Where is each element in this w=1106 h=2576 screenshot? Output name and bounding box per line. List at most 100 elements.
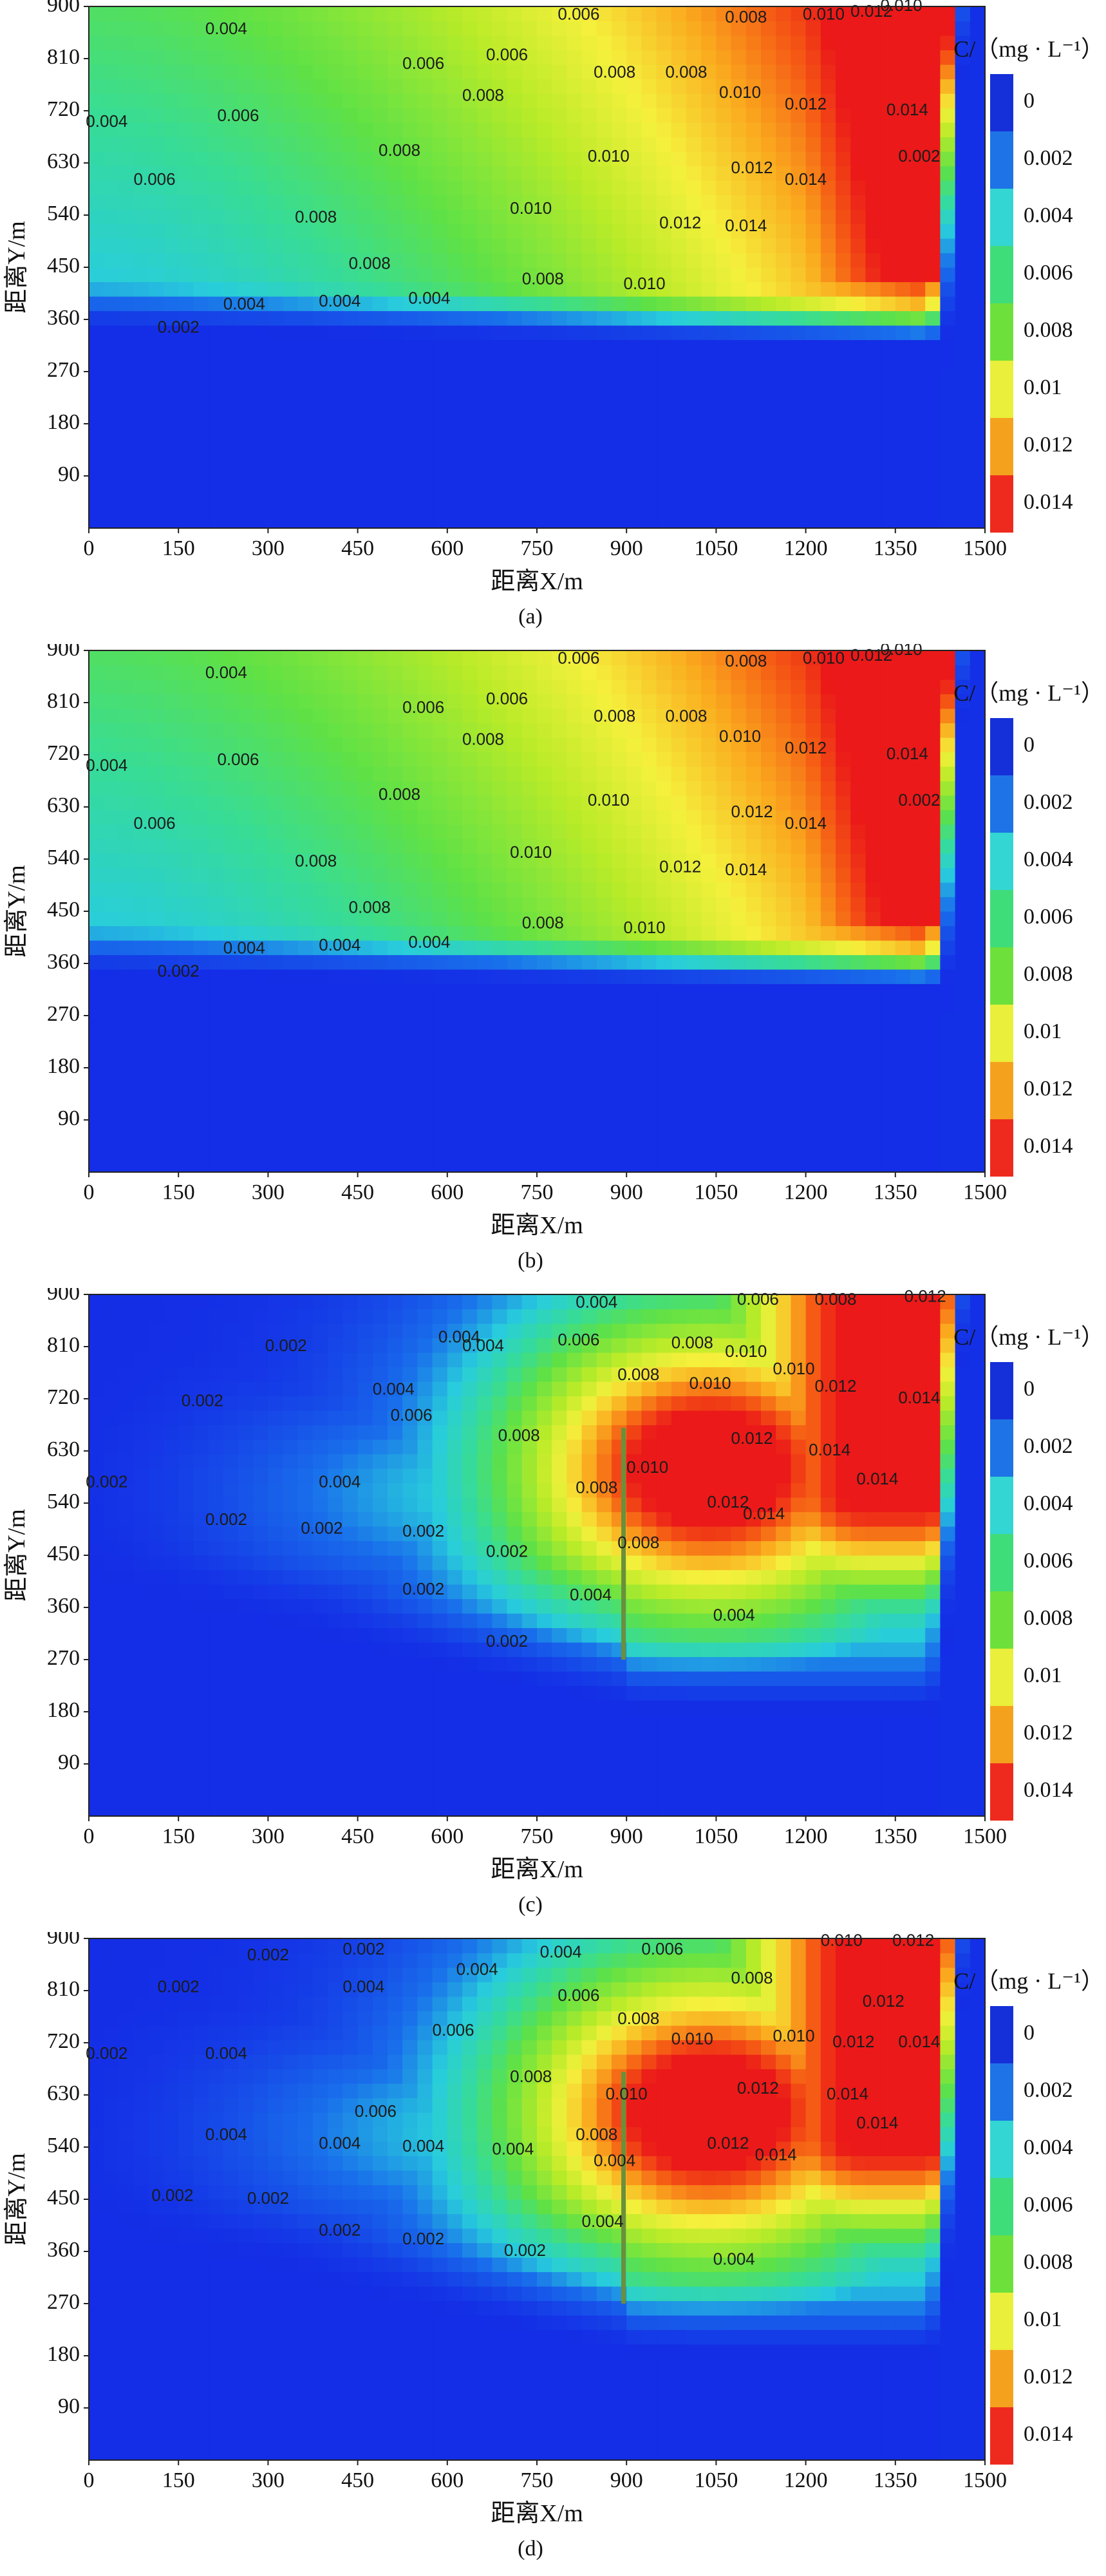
- heatmap-cell: [820, 694, 836, 709]
- heatmap-cell: [178, 969, 194, 985]
- heatmap-cell: [850, 882, 866, 898]
- heatmap-cell: [208, 1338, 224, 1353]
- y-tick-label: 540: [47, 202, 80, 225]
- heatmap-cell: [164, 180, 179, 196]
- heatmap-cell: [164, 1627, 179, 1643]
- heatmap-cell: [104, 6, 119, 22]
- heatmap-cell: [805, 21, 821, 36]
- heatmap-cell: [164, 122, 179, 138]
- heatmap-cell: [417, 310, 433, 326]
- heatmap-cell: [910, 484, 926, 500]
- heatmap-cell: [671, 810, 687, 825]
- heatmap-cell: [552, 911, 567, 927]
- heatmap-cell: [133, 108, 149, 123]
- heatmap-cell: [612, 940, 627, 956]
- heatmap-cell: [745, 64, 762, 80]
- heatmap-cell: [283, 368, 299, 384]
- heatmap-cell: [537, 325, 552, 341]
- heatmap-cell: [193, 752, 209, 767]
- heatmap-cell: [716, 137, 732, 152]
- heatmap-cell: [626, 122, 642, 138]
- heatmap-cell: [686, 1157, 702, 1173]
- heatmap-cell: [357, 853, 373, 869]
- heatmap-cell: [372, 209, 388, 225]
- heatmap-cell: [328, 339, 343, 355]
- heatmap-cell: [761, 896, 776, 912]
- heatmap-cell: [283, 1041, 299, 1057]
- heatmap-cell: [193, 969, 209, 985]
- heatmap-cell: [537, 1070, 552, 1086]
- heatmap-cell: [268, 795, 284, 811]
- heatmap-cell: [178, 296, 194, 312]
- heatmap-cell: [253, 21, 268, 36]
- heatmap-cell: [372, 838, 388, 854]
- heatmap-cell: [641, 1128, 657, 1144]
- heatmap-cell: [297, 50, 314, 65]
- heatmap-cell: [357, 781, 373, 796]
- heatmap-cell: [164, 1143, 179, 1159]
- heatmap-cell: [567, 838, 583, 854]
- heatmap-cell: [686, 267, 702, 283]
- heatmap-cell: [133, 1801, 149, 1817]
- heatmap-cell: [626, 1012, 642, 1028]
- heatmap-cell: [133, 896, 149, 912]
- heatmap-cell: [118, 723, 135, 738]
- heatmap-cell: [118, 1468, 135, 1484]
- heatmap-cell: [388, 151, 403, 167]
- heatmap-cell: [596, 954, 612, 970]
- heatmap-cell: [895, 180, 911, 196]
- heatmap-cell: [313, 368, 328, 384]
- heatmap-cell: [701, 209, 717, 225]
- heatmap-cell: [208, 1070, 224, 1086]
- heatmap-cell: [836, 896, 851, 912]
- heatmap-cell: [925, 6, 941, 22]
- heatmap-cell: [283, 1685, 299, 1701]
- heatmap-cell: [955, 180, 971, 196]
- heatmap-cell: [910, 267, 926, 283]
- heatmap-cell: [223, 1143, 239, 1159]
- heatmap-cell: [820, 354, 836, 370]
- heatmap-cell: [133, 1627, 149, 1643]
- heatmap-cell: [507, 412, 523, 428]
- heatmap-cell: [880, 737, 896, 753]
- heatmap-cell: [432, 108, 448, 123]
- heatmap-cell: [253, 824, 268, 840]
- heatmap-cell: [955, 21, 971, 36]
- heatmap-cell: [313, 694, 328, 709]
- heatmap-cell: [104, 1099, 119, 1115]
- heatmap-cell: [865, 180, 881, 196]
- heatmap-cell: [208, 679, 224, 695]
- heatmap-cell: [253, 1801, 268, 1817]
- heatmap-cell: [656, 64, 672, 80]
- heatmap-cell: [612, 838, 627, 854]
- heatmap-cell: [402, 137, 418, 152]
- heatmap-cell: [836, 339, 851, 355]
- heatmap-cell: [313, 810, 328, 825]
- heatmap-cell: [836, 64, 851, 80]
- heatmap-cell: [328, 694, 343, 709]
- heatmap-cell: [910, 882, 926, 898]
- heatmap-cell: [701, 1070, 717, 1086]
- heatmap-cell: [238, 795, 254, 811]
- heatmap-cell: [537, 1128, 552, 1144]
- heatmap-cell: [805, 35, 821, 51]
- heatmap-cell: [208, 1114, 224, 1130]
- heatmap-cell: [507, 940, 523, 956]
- heatmap-cell: [686, 1114, 702, 1130]
- heatmap-cell: [238, 310, 254, 326]
- heatmap-cell: [671, 737, 687, 753]
- heatmap-cell: [372, 470, 388, 486]
- heatmap-cell: [148, 166, 164, 181]
- heatmap-cell: [118, 1128, 135, 1144]
- heatmap-cell: [193, 1482, 209, 1498]
- heatmap-cell: [656, 969, 672, 985]
- heatmap-cell: [955, 911, 971, 927]
- heatmap-cell: [686, 180, 702, 196]
- heatmap-cell: [656, 723, 672, 738]
- heatmap-cell: [940, 180, 956, 196]
- heatmap-cell: [297, 911, 314, 927]
- heatmap-cell: [104, 650, 119, 666]
- heatmap-cell: [880, 694, 896, 709]
- heatmap-cell: [238, 1540, 254, 1556]
- contour-label: 0.004: [408, 288, 450, 307]
